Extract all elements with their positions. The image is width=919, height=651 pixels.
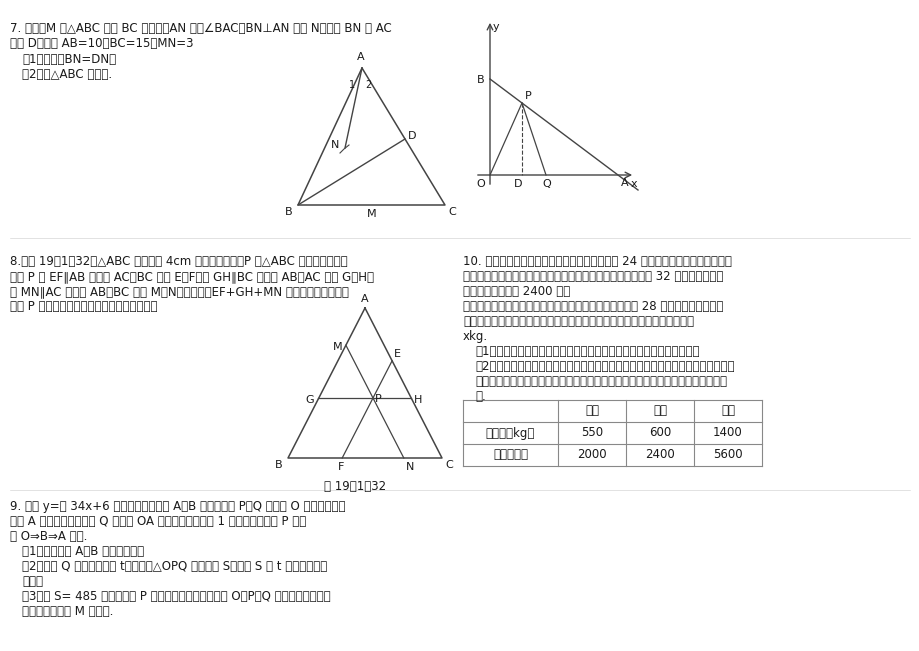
Text: 形的第四个顶点 M 的坐标.: 形的第四个顶点 M 的坐标.	[22, 605, 113, 618]
Text: （1）直接写出 A、B 两点的坐标；: （1）直接写出 A、B 两点的坐标；	[22, 545, 144, 558]
Text: M: M	[367, 209, 376, 219]
Text: y: y	[493, 22, 499, 32]
Text: （1）你若是厂长，应如何选择销售方案，可使工厂当月所获利润更大？: （1）你若是厂长，应如何选择销售方案，可使工厂当月所获利润更大？	[474, 345, 698, 358]
Text: 量.: 量.	[474, 390, 485, 403]
Text: 到达 A 点，运动停止．点 Q 沿线段 OA 运动，速度为每秒 1 个单位长度，点 P 沿路: 到达 A 点，运动停止．点 Q 沿线段 OA 运动，速度为每秒 1 个单位长度，…	[10, 515, 306, 528]
Text: 作 MN∥AC 分别交 AB，BC 于点 M，N，试猜想：EF+GH+MN 的値是多少？其値是: 作 MN∥AC 分别交 AB，BC 于点 M，N，试猜想：EF+GH+MN 的値…	[10, 285, 348, 298]
Text: 于点 D，已知 AB=10，BC=15，MN=3: 于点 D，已知 AB=10，BC=15，MN=3	[10, 37, 193, 50]
Text: O: O	[475, 179, 484, 189]
Text: 一月: 一月	[584, 404, 598, 417]
Text: 7. 如图，M 是△ABC 的边 BC 的中点，AN 平分∠BAC，BN⊥AN 于点 N，延长 BN 交 AC: 7. 如图，M 是△ABC 的边 BC 的中点，AN 平分∠BAC，BN⊥AN …	[10, 22, 391, 35]
Text: 过点 P 作 EF∥AB 分别交 AC，BC 于点 E，F，作 GH∥BC 分别交 AB，AC 于点 G，H，: 过点 P 作 EF∥AB 分别交 AC，BC 于点 E，F，作 GH∥BC 分别…	[10, 270, 374, 283]
Text: 9. 直线 y=－ 34x+6 与坐标轴分别交于 A、B 两点，动点 P、Q 同时从 O 点出发，同时: 9. 直线 y=－ 34x+6 与坐标轴分别交于 A、B 两点，动点 P、Q 同…	[10, 500, 346, 513]
Text: 2: 2	[365, 80, 371, 90]
Text: G: G	[305, 395, 313, 405]
Text: 图 19－1－32: 图 19－1－32	[323, 480, 386, 493]
Text: 方案二：若直接批发给本地超市销售，则出厂价为每千克 28 元，若每月只能按一: 方案二：若直接批发给本地超市销售，则出厂价为每千克 28 元，若每月只能按一	[462, 300, 722, 313]
Text: 550: 550	[580, 426, 603, 439]
Text: 二月: 二月	[652, 404, 666, 417]
Text: （2）设点 Q 的运动时间为 t（秒），△OPQ 的面积为 S，求出 S 与 t 之间的函数关: （2）设点 Q 的运动时间为 t（秒），△OPQ 的面积为 S，求出 S 与 t…	[22, 560, 327, 573]
Text: D: D	[514, 179, 522, 189]
Text: P: P	[525, 91, 531, 101]
Text: 线 O⇒B⇒A 运动.: 线 O⇒B⇒A 运动.	[10, 530, 87, 543]
Text: A: A	[357, 52, 364, 62]
Text: 2000: 2000	[576, 449, 607, 462]
Text: C: C	[445, 460, 452, 470]
Text: M: M	[333, 342, 342, 352]
Text: C: C	[448, 207, 455, 217]
Text: 否随 P 位置的改变而变化？并说明你的理由。: 否随 P 位置的改变而变化？并说明你的理由。	[10, 300, 157, 313]
Text: N: N	[331, 140, 339, 150]
Text: E: E	[393, 349, 401, 359]
Text: F: F	[338, 462, 345, 472]
Text: 三月: 三月	[720, 404, 734, 417]
Text: 1400: 1400	[712, 426, 742, 439]
Text: 销售量（kg）: 销售量（kg）	[485, 426, 535, 439]
Text: B: B	[275, 460, 282, 470]
Text: P: P	[375, 394, 381, 404]
Text: 2400: 2400	[644, 449, 675, 462]
Text: 月需上缴有关费用 2400 元；: 月需上缴有关费用 2400 元；	[462, 285, 570, 298]
Text: x: x	[630, 179, 637, 189]
Text: B: B	[476, 75, 484, 85]
Text: 利润（元）: 利润（元）	[493, 449, 528, 462]
Text: Q: Q	[541, 179, 550, 189]
Text: 填写的销售量与实际有不符之处，请找出不符之处，并计算第一季度的实际销量总: 填写的销售量与实际有不符之处，请找出不符之处，并计算第一季度的实际销量总	[474, 375, 726, 388]
Text: 种方案销售，且每种方案都能按月销售完当月产品，设该厂每月的销售量为: 种方案销售，且每种方案都能按月销售完当月产品，设该厂每月的销售量为	[462, 315, 693, 328]
Text: （2）厂长看到会计送来的第一季度销售量与利润关系的报表后（下表），发现该表: （2）厂长看到会计送来的第一季度销售量与利润关系的报表后（下表），发现该表	[474, 360, 733, 373]
Text: 5600: 5600	[712, 449, 742, 462]
Text: A: A	[360, 294, 369, 304]
Text: H: H	[414, 395, 422, 405]
Text: 系式；: 系式；	[22, 575, 43, 588]
Text: 1: 1	[348, 80, 355, 90]
Text: 8.如图 19－1－32，△ABC 是边长为 4cm 的等边三角形，P 是△ABC 内的任意一点，: 8.如图 19－1－32，△ABC 是边长为 4cm 的等边三角形，P 是△AB…	[10, 255, 347, 268]
Text: A: A	[620, 178, 628, 188]
Text: （3）当 S= 485 时，求出点 P 的坐标，并直接写出以点 O、P、Q 为顶点的平行四边: （3）当 S= 485 时，求出点 P 的坐标，并直接写出以点 O、P、Q 为顶…	[22, 590, 330, 603]
Text: （1）求证：BN=DN；: （1）求证：BN=DN；	[22, 53, 116, 66]
Text: （2）求△ABC 的周长.: （2）求△ABC 的周长.	[22, 68, 112, 81]
Text: 方案一：若直接给本厂设在某市门市部销售，则每千克售价为 32 元，但门市部每: 方案一：若直接给本厂设在某市门市部销售，则每千克售价为 32 元，但门市部每	[462, 270, 722, 283]
Text: B: B	[285, 207, 292, 217]
Text: 600: 600	[648, 426, 670, 439]
Text: 10. 某食品厂生产的一种巧克力糖每千克成本为 24 元，其销售方案有如下两种：: 10. 某食品厂生产的一种巧克力糖每千克成本为 24 元，其销售方案有如下两种：	[462, 255, 732, 268]
Text: xkg.: xkg.	[462, 330, 488, 343]
Text: D: D	[407, 131, 416, 141]
Text: N: N	[405, 462, 414, 472]
